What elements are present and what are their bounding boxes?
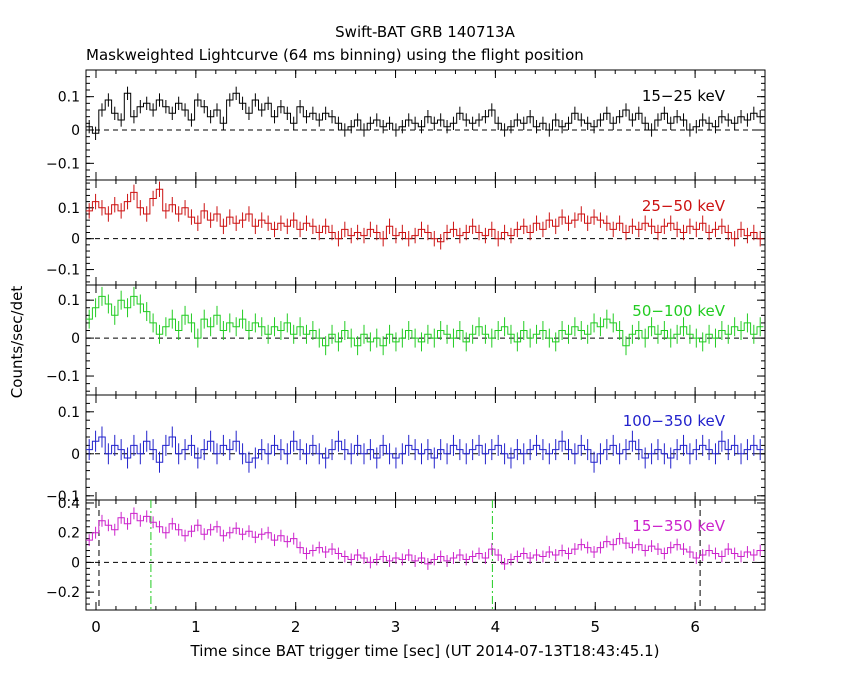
- panel-1: −0.1 0 0.1 15−25 keV: [46, 69, 766, 181]
- y-tick-label: 0: [71, 123, 80, 139]
- x-tick-label: 1: [191, 618, 201, 636]
- y-tick-label: −0.1: [46, 489, 80, 505]
- panel-2: −0.1 0 0.1 25−50 keV: [46, 179, 766, 286]
- series-group: [86, 507, 764, 570]
- series-step-line: [86, 188, 764, 243]
- y-tick-label: 0.2: [58, 526, 80, 542]
- series-group: [86, 181, 764, 250]
- x-tick-label: 2: [291, 618, 301, 636]
- x-tick-label: 6: [690, 618, 700, 636]
- legend-label: 50−100 keV: [632, 302, 725, 320]
- y-tick-label: 0: [71, 447, 80, 463]
- y-tick-label: −0.2: [46, 585, 80, 601]
- y-tick-label: 0.1: [58, 293, 80, 309]
- panel-5: −0.2 0 0.2 0.4 15−350 keV: [46, 496, 766, 611]
- y-tick-label: 0: [71, 232, 80, 248]
- x-tick-label: 5: [590, 618, 600, 636]
- y-tick-label: 0.1: [58, 405, 80, 421]
- x-axis-label: Time since BAT trigger time [sec] (UT 20…: [190, 642, 660, 660]
- y-tick-label: 0: [71, 555, 80, 571]
- legend-label: 15−25 keV: [642, 87, 726, 105]
- x-tick-label: 4: [491, 618, 501, 636]
- panel-3: −0.1 0 0.1 50−100 keV: [46, 284, 766, 396]
- series-group: [86, 86, 764, 140]
- series-step-line: [86, 295, 764, 347]
- y-tick-label: 0.4: [58, 496, 80, 512]
- legend-label: 100−350 keV: [623, 412, 726, 430]
- y-axis-label: Counts/sec/det: [8, 286, 26, 399]
- y-tick-label: 0.1: [58, 201, 80, 217]
- panels-group: −0.1 0 0.1 15−25 keV −0.1 0 0.1 25−50 keV −0.1 0 0…: [46, 69, 766, 636]
- y-tick-label: −0.1: [46, 263, 80, 279]
- x-tick-label: 0: [91, 618, 101, 636]
- y-tick-label: −0.1: [46, 156, 80, 172]
- chart-title: Swift-BAT GRB 140713A: [335, 23, 515, 41]
- y-tick-label: 0.1: [58, 90, 80, 106]
- legend-label: 25−50 keV: [642, 197, 726, 215]
- series-group: [86, 286, 764, 356]
- y-tick-label: 0: [71, 331, 80, 347]
- x-tick-label: 3: [391, 618, 401, 636]
- panel-frame: [85, 499, 766, 611]
- y-tick-label: −0.1: [46, 369, 80, 385]
- series-step-line: [86, 92, 764, 134]
- series-group: [86, 426, 764, 473]
- series-step-line: [86, 436, 764, 463]
- chart-subtitle: Maskweighted Lightcurve (64 ms binning) …: [86, 46, 584, 64]
- legend-label: 15−350 keV: [632, 517, 725, 535]
- series-step-line: [86, 512, 764, 565]
